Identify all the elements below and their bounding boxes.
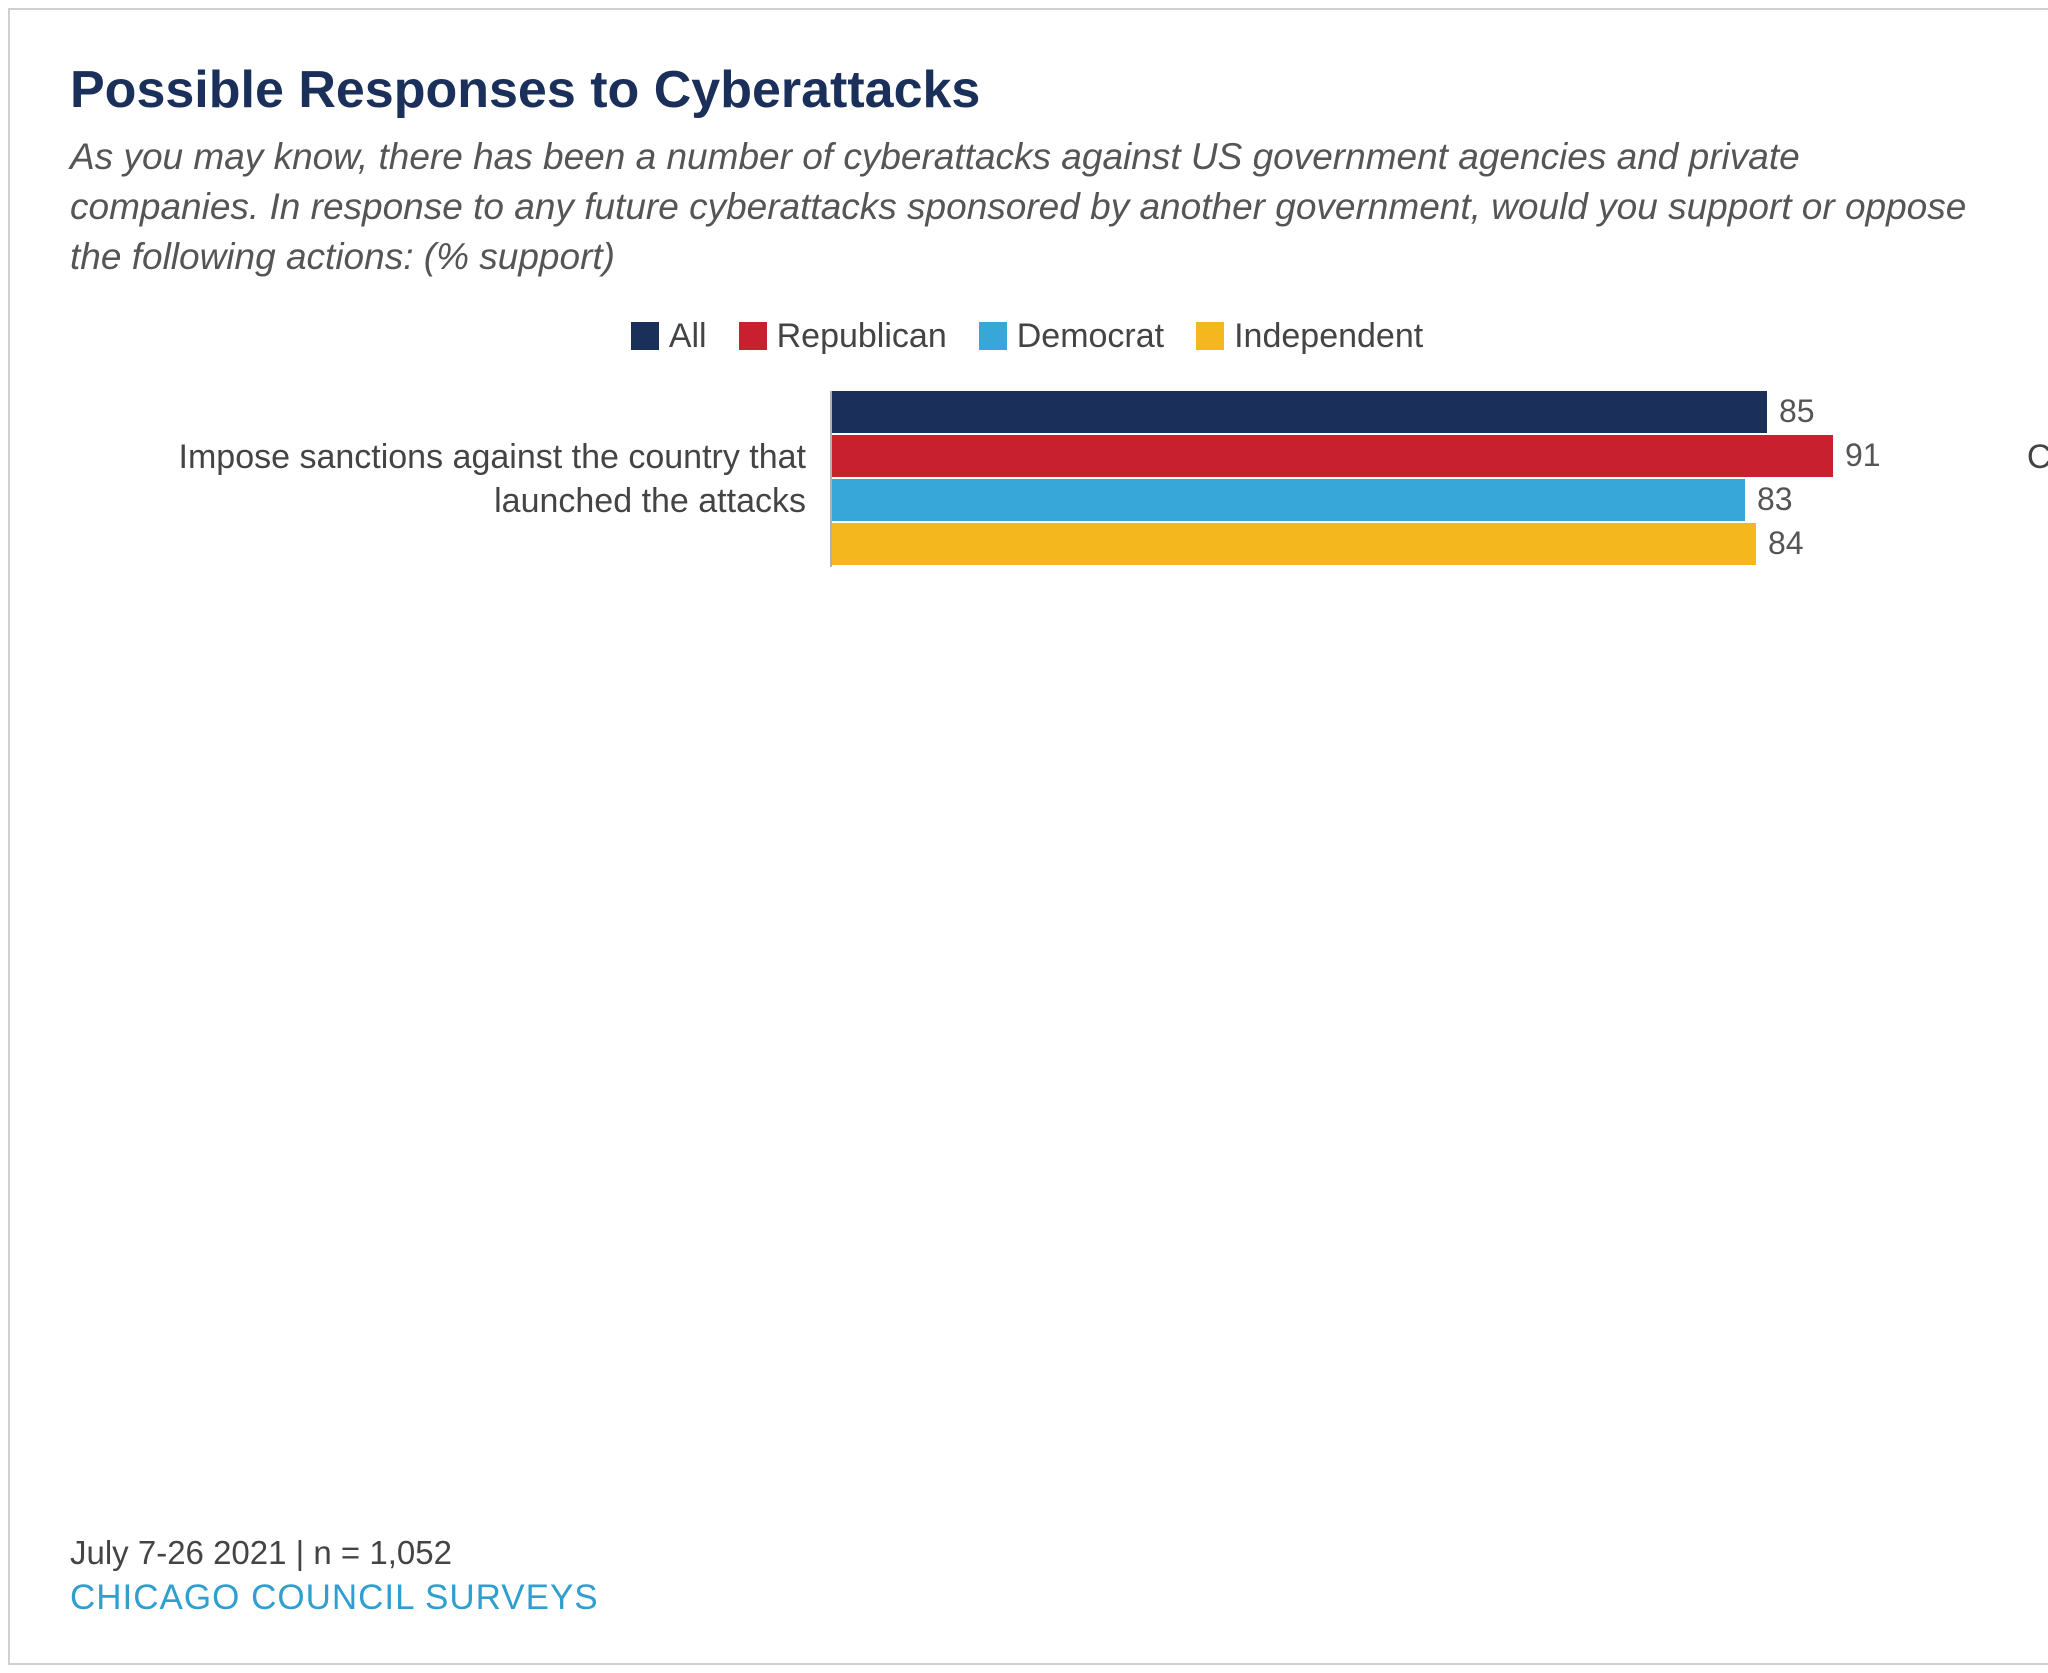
legend-swatch: [1196, 322, 1224, 350]
footer-source: CHICAGO COUNCIL SURVEYS: [70, 1578, 599, 1618]
legend-item: Republican: [739, 317, 947, 356]
bar-group: Conduct cyberattacks against the other g…: [1881, 391, 2048, 567]
legend-label: Independent: [1234, 317, 1423, 356]
category-label: Impose sanctions against the country tha…: [70, 435, 830, 523]
legend-swatch: [631, 322, 659, 350]
category-label: Conduct cyberattacks against the other g…: [1881, 435, 2048, 523]
footer-date: July 7-26 2021 | n = 1,052: [70, 1534, 599, 1572]
chart-footer: July 7-26 2021 | n = 1,052 CHICAGO COUNC…: [70, 1534, 599, 1618]
bar-row: 84: [832, 523, 1881, 565]
legend-item: All: [631, 317, 707, 356]
chart-subtitle: As you may know, there has been a number…: [70, 132, 1984, 282]
legend-label: Republican: [777, 317, 947, 356]
legend-item: Independent: [1196, 317, 1423, 356]
bar: [832, 435, 1833, 477]
bar-row: 83: [832, 479, 1881, 521]
bar: [832, 523, 1756, 565]
chart-title: Possible Responses to Cyberattacks: [70, 60, 1984, 120]
bar-value: 83: [1757, 481, 1793, 518]
legend-item: Democrat: [979, 317, 1164, 356]
group-bars: 85 91 83 84: [830, 391, 1881, 567]
bar-row: 85: [832, 391, 1881, 433]
legend-label: All: [669, 317, 707, 356]
chart-container: Possible Responses to Cyberattacks As yo…: [8, 8, 2048, 1665]
bar: [832, 479, 1745, 521]
bar-row: 91: [832, 435, 1881, 477]
legend-swatch: [979, 322, 1007, 350]
bar-value: 85: [1779, 393, 1815, 430]
bar-value: 84: [1768, 525, 1804, 562]
bar: [832, 391, 1767, 433]
legend-swatch: [739, 322, 767, 350]
legend-label: Democrat: [1017, 317, 1164, 356]
chart-body: Impose sanctions against the country tha…: [70, 391, 1984, 619]
bar-value: 91: [1845, 437, 1881, 474]
chart-legend: All Republican Democrat Independent: [70, 317, 1984, 356]
bar-group: Impose sanctions against the country tha…: [70, 391, 1881, 567]
